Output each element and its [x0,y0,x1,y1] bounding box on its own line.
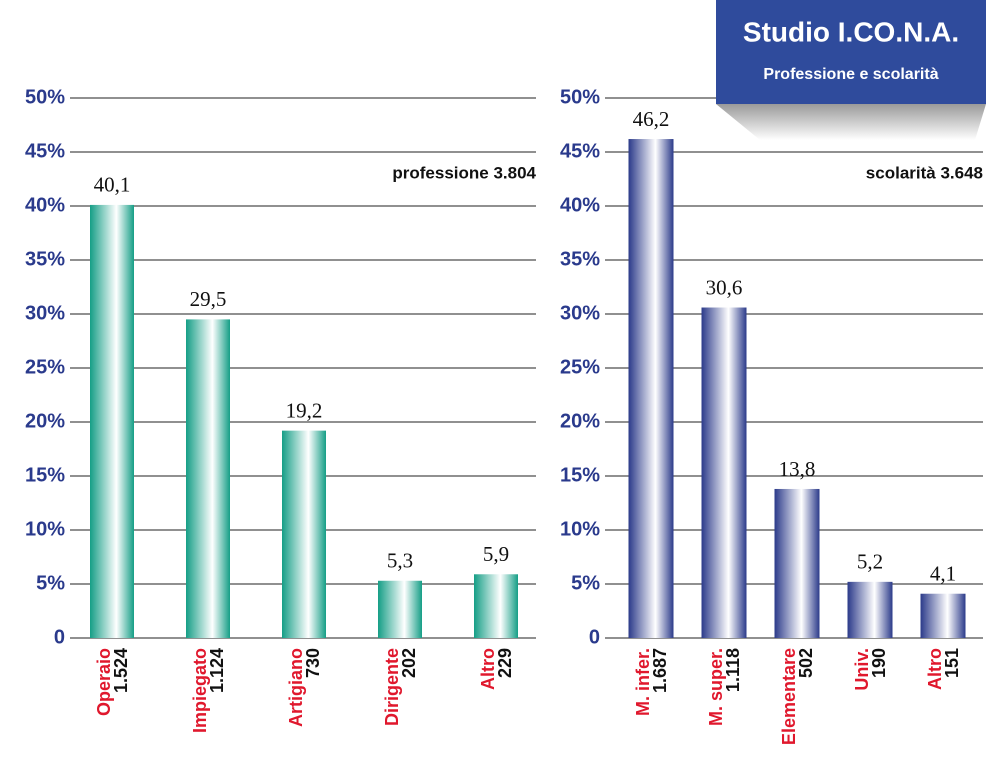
count-label: 1.118 [723,648,743,692]
x-tick-label: Dirigente [382,648,402,726]
value-label: 40,1 [94,173,131,197]
x-tick-label: Elementare [779,648,799,745]
value-label: 19,2 [286,398,323,422]
y-tick-label: 45% [25,140,65,162]
value-label: 5,2 [857,550,883,574]
count-label: 730 [303,648,323,678]
x-tick-label: M. super. [706,648,726,726]
x-tick-label: Impiegato [190,648,210,733]
charts: 0 5% 10% 15% 20% 25% 30% 35% 40% 45% 50% profession… [25,86,983,745]
y-tick-label: 50% [560,86,600,108]
value-label: 13,8 [779,457,816,481]
count-label: 229 [495,648,515,678]
header-subtitle: Professione e scolarità [763,66,938,83]
bar [90,204,134,639]
bar [628,139,674,639]
bar [282,430,326,638]
value-label: 30,6 [706,275,743,299]
y-tick-label: 10% [560,518,600,540]
bar [920,593,966,638]
count-label: 1.687 [650,648,670,693]
x-tick-label: Operaio [94,648,114,716]
bar [186,319,230,638]
value-label: 29,5 [190,287,227,311]
count-label: 151 [942,648,962,678]
header-shadow [716,104,986,140]
y-tick-label: 5% [36,572,65,594]
header-box [716,0,986,104]
y-tick-label: 20% [25,410,65,432]
annotation: scolarità 3.648 [866,163,983,182]
y-tick-label: 25% [25,356,65,378]
y-tick-label: 30% [25,302,65,324]
y-tick-label: 35% [25,248,65,270]
x-tick-label: Altro [478,648,498,690]
x-tick-label: Artigiano [286,648,306,727]
count-label: 1.124 [207,648,227,693]
x-tick-label: Altro [925,648,945,690]
x-tick-label: Univ. [852,648,872,691]
y-tick-label: 0 [589,626,600,648]
y-tick-label: 50% [25,86,65,108]
bar [774,488,820,638]
y-tick-label: 30% [560,302,600,324]
count-label: 1.524 [111,648,131,693]
y-tick-label: 0 [54,626,65,648]
count-label: 202 [399,648,419,678]
bar [474,574,518,638]
y-tick-label: 35% [560,248,600,270]
count-label: 190 [869,648,889,678]
count-label: 502 [796,648,816,678]
value-label: 5,9 [483,542,509,566]
value-label: 46,2 [633,107,670,131]
value-label: 5,3 [387,549,413,573]
bar [701,307,747,638]
annotation: professione 3.804 [392,163,536,182]
y-tick-label: 40% [560,194,600,216]
header-title: Studio I.CO.N.A. [743,16,959,47]
y-tick-label: 10% [25,518,65,540]
y-tick-label: 15% [560,464,600,486]
y-tick-label: 25% [560,356,600,378]
y-tick-label: 15% [25,464,65,486]
y-tick-label: 20% [560,410,600,432]
value-label: 4,1 [930,562,956,586]
x-tick-label: M. infer. [633,648,653,716]
bar [847,581,893,638]
y-tick-label: 45% [560,140,600,162]
y-tick-label: 40% [25,194,65,216]
bar [378,580,422,638]
y-tick-label: 5% [571,572,600,594]
